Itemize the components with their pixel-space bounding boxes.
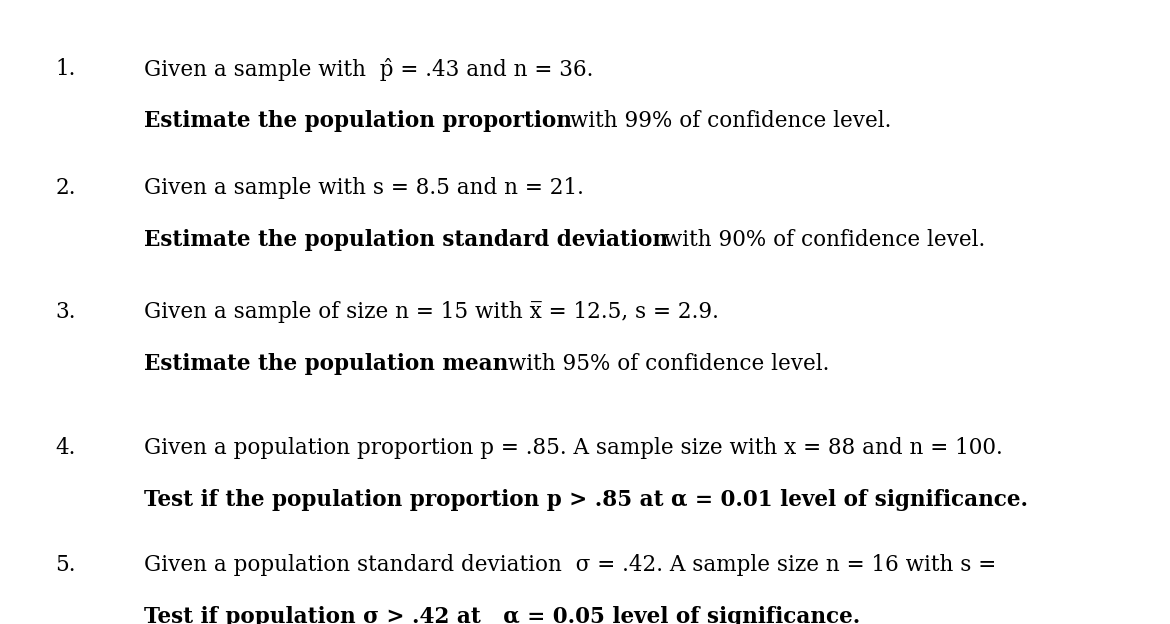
Text: Given a population standard deviation  σ = .42. A sample size n = 16 with s =: Given a population standard deviation σ …: [144, 553, 996, 575]
Text: 2.: 2.: [55, 177, 76, 200]
Text: Given a sample of size n = 15 with x̅ = 12.5, s = 2.9.: Given a sample of size n = 15 with x̅ = …: [144, 301, 718, 323]
Text: Given a sample with  p̂ = .43 and n = 36.: Given a sample with p̂ = .43 and n = 36.: [144, 58, 593, 81]
Text: Estimate the population mean: Estimate the population mean: [144, 353, 508, 375]
Text: Estimate the population standard deviation: Estimate the population standard deviati…: [144, 230, 668, 251]
Text: with 99% of confidence level.: with 99% of confidence level.: [563, 110, 892, 132]
Text: 4.: 4.: [55, 437, 76, 459]
Text: with 95% of confidence level.: with 95% of confidence level.: [501, 353, 828, 375]
Text: Test if the population proportion p > .85 at α = 0.01 level of significance.: Test if the population proportion p > .8…: [144, 489, 1027, 511]
Text: Given a sample with s = 8.5 and n = 21.: Given a sample with s = 8.5 and n = 21.: [144, 177, 584, 200]
Text: 1.: 1.: [55, 58, 76, 80]
Text: 5.: 5.: [55, 553, 76, 575]
Text: Test if population σ > .42 at   α = 0.05 level of significance.: Test if population σ > .42 at α = 0.05 l…: [144, 605, 860, 624]
Text: 3.: 3.: [55, 301, 76, 323]
Text: Estimate the population proportion: Estimate the population proportion: [144, 110, 571, 132]
Text: with 90% of confidence level.: with 90% of confidence level.: [658, 230, 985, 251]
Text: Given a population proportion p = .85. A sample size with x = 88 and n = 100.: Given a population proportion p = .85. A…: [144, 437, 1003, 459]
